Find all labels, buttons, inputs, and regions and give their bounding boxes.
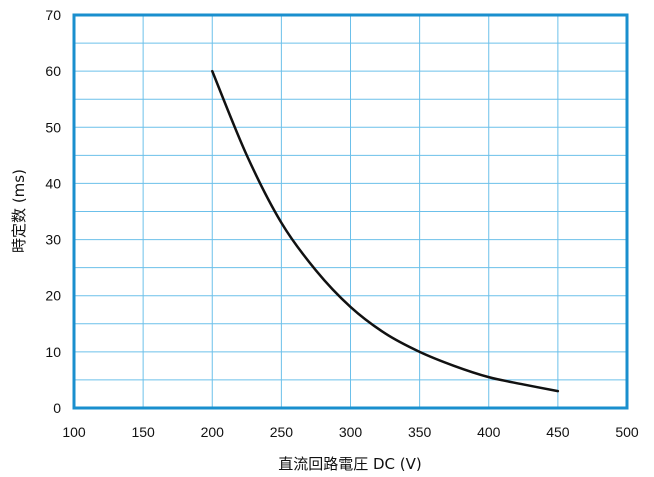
x-tick-label: 350 (408, 424, 432, 440)
x-tick-labels: 100 150 200 250 300 350 400 450 500 (62, 424, 639, 440)
x-tick-label: 200 (201, 424, 225, 440)
x-tick-label: 100 (62, 424, 86, 440)
y-tick-label: 20 (45, 288, 61, 304)
y-tick-label: 50 (45, 119, 61, 135)
x-tick-label: 150 (131, 424, 155, 440)
x-tick-label: 400 (477, 424, 501, 440)
x-axis-label: 直流回路電圧 DC (V) (278, 455, 422, 473)
y-tick-label: 10 (45, 344, 61, 360)
y-tick-label: 0 (53, 400, 61, 416)
y-tick-label: 40 (45, 175, 61, 191)
y-tick-label: 70 (45, 7, 61, 23)
x-tick-label: 500 (615, 424, 639, 440)
y-tick-label: 30 (45, 232, 61, 248)
x-tick-label: 250 (270, 424, 294, 440)
grid (74, 15, 627, 408)
series-line (211, 69, 560, 393)
x-tick-label: 450 (546, 424, 570, 440)
plot-frame (72, 13, 629, 410)
y-tick-labels: 0 10 20 30 40 50 60 70 (45, 7, 61, 416)
y-tick-label: 60 (45, 63, 61, 79)
x-tick-label: 300 (339, 424, 363, 440)
y-axis-label: 時定数 (ms) (10, 169, 28, 253)
